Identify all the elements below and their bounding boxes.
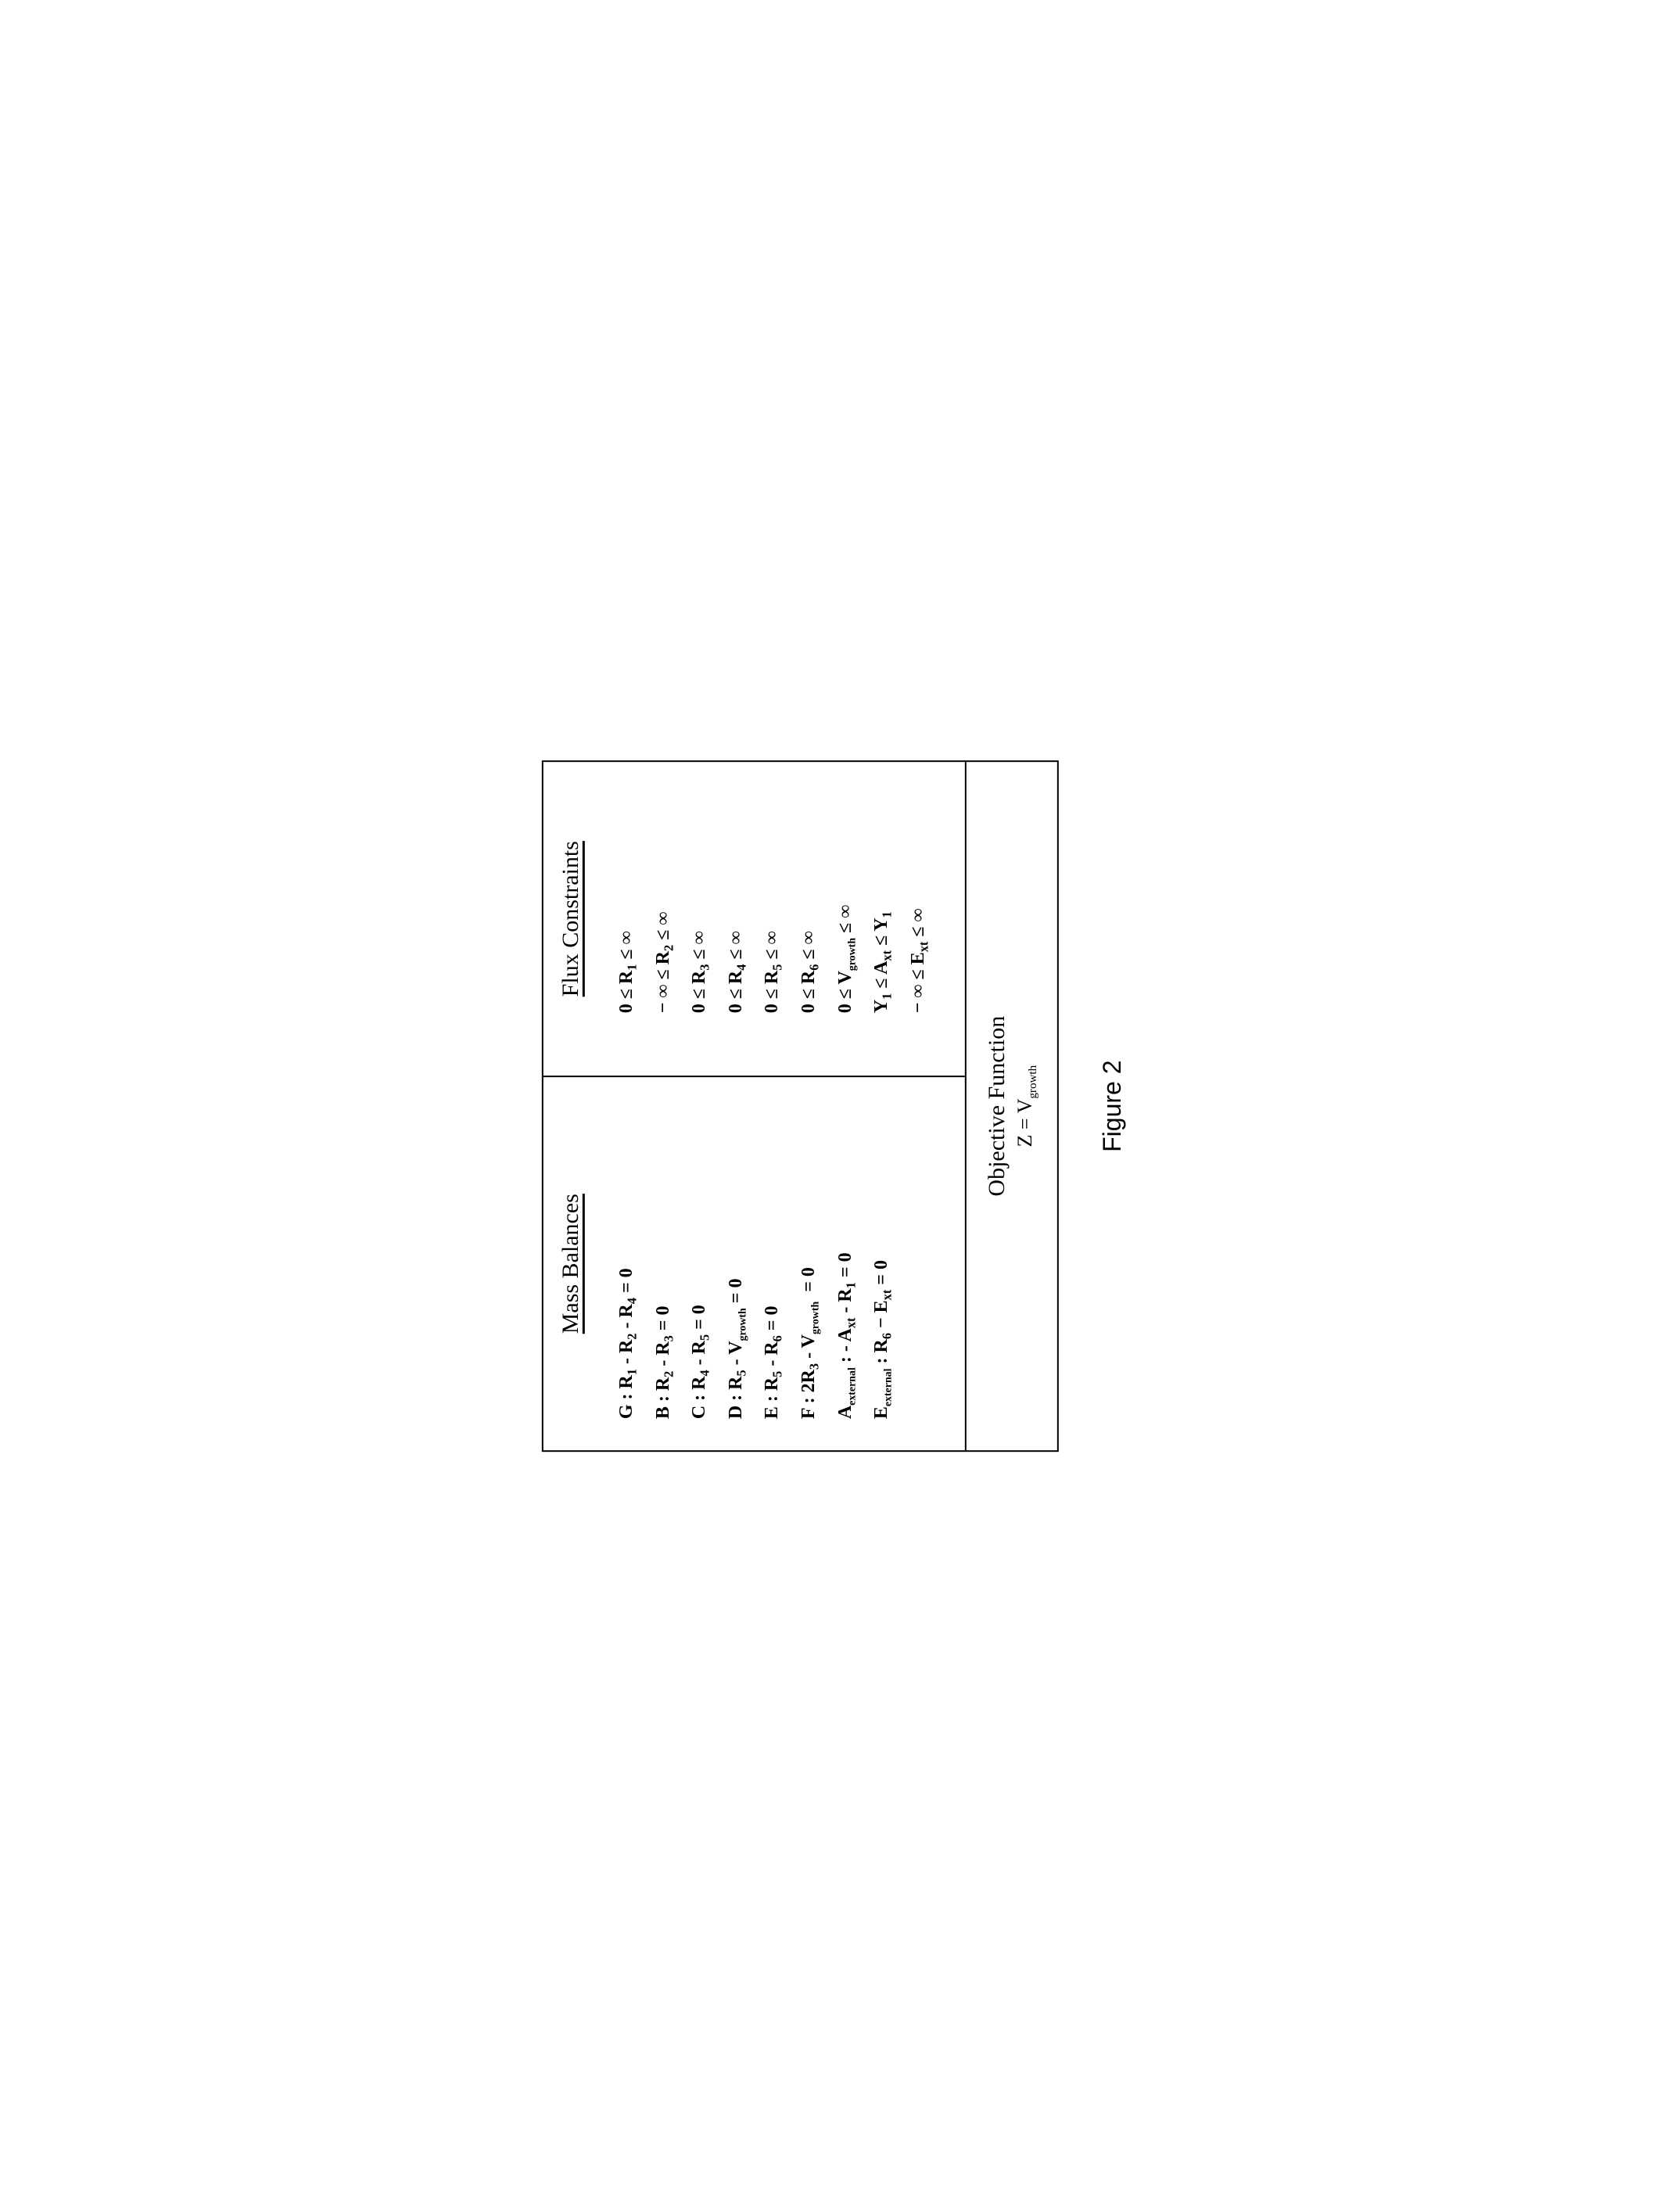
flux-constraints-header: Flux Constraints — [557, 785, 583, 1052]
eq-Aext: Aexternal : - Axt - R1 = 0 — [832, 1101, 859, 1419]
con-R2: − ∞ ≤ R2 ≤ ∞ — [650, 785, 676, 1013]
mass-balances-column: Mass Balances G : R1 - R2 - R4 = 0 B : R… — [543, 1075, 964, 1450]
eq-F: F : 2R3 - Vgrowth = 0 — [795, 1101, 822, 1419]
mass-balances-header: Mass Balances — [557, 1101, 583, 1427]
figure-label: Figure 2 — [1098, 760, 1127, 1452]
top-section: Mass Balances G : R1 - R2 - R4 = 0 B : R… — [543, 762, 966, 1450]
eq-G: G : R1 - R2 - R4 = 0 — [613, 1101, 640, 1419]
flux-constraints-list: 0 ≤ R1 ≤ ∞ − ∞ ≤ R2 ≤ ∞ 0 ≤ R3 ≤ ∞ 0 ≤ R… — [613, 785, 931, 1052]
objective-section: Objective Function Z = Vgrowth — [967, 762, 1057, 1450]
con-R3: 0 ≤ R3 ≤ ∞ — [687, 785, 713, 1013]
con-R5: 0 ≤ R5 ≤ ∞ — [759, 785, 786, 1013]
eq-E: E : R5 - R6 = 0 — [759, 1101, 786, 1419]
con-Axt: Y1 ≤ Axt ≤ Y1 — [868, 785, 895, 1013]
objective-title: Objective Function — [984, 762, 1010, 1450]
eq-D: D : R5 - Vgrowth = 0 — [723, 1101, 749, 1419]
con-R6: 0 ≤ R6 ≤ ∞ — [795, 785, 822, 1013]
figure-box: Mass Balances G : R1 - R2 - R4 = 0 B : R… — [541, 760, 1058, 1452]
eq-Eext: Eexternal : R6 − Ext = 0 — [868, 1101, 895, 1419]
mass-balances-list: G : R1 - R2 - R4 = 0 B : R2 - R3 = 0 C :… — [613, 1101, 895, 1427]
figure-page: Mass Balances G : R1 - R2 - R4 = 0 B : R… — [541, 760, 1126, 1452]
con-Ext: − ∞ ≤ Ext ≤ ∞ — [905, 785, 931, 1013]
con-Vgrowth: 0 ≤ Vgrowth ≤ ∞ — [832, 785, 859, 1013]
objective-equation: Z = Vgrowth — [1013, 762, 1037, 1450]
eq-C: C : R4 - R5 = 0 — [687, 1101, 713, 1419]
eq-B: B : R2 - R3 = 0 — [650, 1101, 676, 1419]
con-R4: 0 ≤ R4 ≤ ∞ — [723, 785, 749, 1013]
con-R1: 0 ≤ R1 ≤ ∞ — [613, 785, 640, 1013]
flux-constraints-column: Flux Constraints 0 ≤ R1 ≤ ∞ − ∞ ≤ R2 ≤ ∞… — [543, 762, 964, 1075]
